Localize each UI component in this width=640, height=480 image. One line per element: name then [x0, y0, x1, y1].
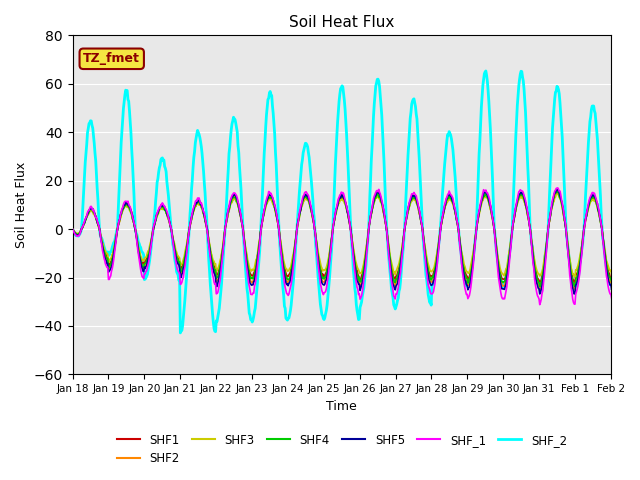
SHF4	[536, 284, 543, 289]
SHF_1	[554, 185, 561, 191]
SHF1	[419, 229, 427, 235]
SHF5	[451, 208, 459, 214]
SHF2	[553, 187, 561, 193]
SHF1	[68, 226, 76, 232]
SHF2	[270, 202, 278, 208]
Text: TZ_fmet: TZ_fmet	[83, 52, 140, 65]
SHF4	[136, 254, 144, 260]
SHF4	[554, 189, 561, 194]
SHF3	[571, 275, 579, 280]
SHF_2	[292, 233, 300, 239]
SHF2	[136, 256, 144, 262]
SHF5	[242, 250, 250, 256]
Title: Soil Heat Flux: Soil Heat Flux	[289, 15, 394, 30]
SHF5	[570, 291, 578, 297]
SHF1	[553, 189, 561, 195]
SHF1	[451, 209, 459, 215]
SHF1	[292, 237, 300, 243]
SHF4	[419, 230, 427, 236]
SHF_2	[482, 68, 490, 74]
SHF3	[553, 191, 561, 197]
SHF_1	[270, 198, 278, 204]
Line: SHF3: SHF3	[72, 194, 640, 277]
Line: SHF5: SHF5	[72, 190, 640, 294]
SHF1	[270, 203, 278, 209]
SHF2	[242, 249, 250, 254]
SHF2	[536, 288, 543, 293]
SHF5	[136, 257, 144, 263]
SHF2	[68, 226, 76, 232]
SHF1	[242, 246, 250, 252]
Line: SHF_1: SHF_1	[72, 188, 640, 305]
SHF4	[68, 226, 76, 232]
SHF_1	[242, 254, 250, 260]
Line: SHF1: SHF1	[72, 192, 640, 283]
SHF_1	[536, 302, 543, 308]
SHF_2	[271, 132, 278, 137]
Line: SHF_2: SHF_2	[72, 71, 640, 333]
SHF_2	[452, 186, 460, 192]
SHF3	[419, 229, 427, 235]
SHF3	[136, 250, 144, 255]
SHF3	[242, 244, 250, 250]
SHF4	[451, 210, 459, 216]
SHF1	[571, 280, 579, 286]
SHF3	[292, 235, 300, 241]
SHF3	[270, 204, 278, 209]
SHF_1	[292, 240, 300, 246]
SHF_2	[136, 243, 144, 249]
SHF5	[419, 231, 427, 237]
SHF2	[451, 208, 459, 214]
SHF2	[292, 238, 300, 243]
Line: SHF2: SHF2	[72, 190, 640, 290]
SHF5	[292, 237, 300, 243]
SHF4	[242, 248, 250, 253]
SHF_1	[136, 262, 144, 268]
SHF_2	[420, 243, 428, 249]
SHF3	[451, 210, 459, 216]
SHF_2	[243, 276, 250, 281]
SHF4	[292, 237, 300, 242]
SHF5	[68, 226, 76, 232]
SHF5	[554, 187, 561, 192]
SHF3	[68, 226, 76, 232]
Legend: SHF1, SHF2, SHF3, SHF4, SHF5, SHF_1, SHF_2: SHF1, SHF2, SHF3, SHF4, SHF5, SHF_1, SHF…	[112, 429, 572, 470]
SHF4	[270, 202, 278, 207]
SHF_2	[68, 226, 76, 232]
SHF_1	[68, 226, 76, 232]
Line: SHF4: SHF4	[72, 192, 640, 287]
SHF5	[270, 200, 278, 206]
SHF_2	[177, 330, 184, 336]
SHF1	[136, 252, 144, 258]
SHF_1	[451, 206, 459, 212]
Y-axis label: Soil Heat Flux: Soil Heat Flux	[15, 162, 28, 248]
X-axis label: Time: Time	[326, 400, 357, 413]
SHF_1	[419, 231, 427, 237]
SHF2	[419, 232, 427, 238]
